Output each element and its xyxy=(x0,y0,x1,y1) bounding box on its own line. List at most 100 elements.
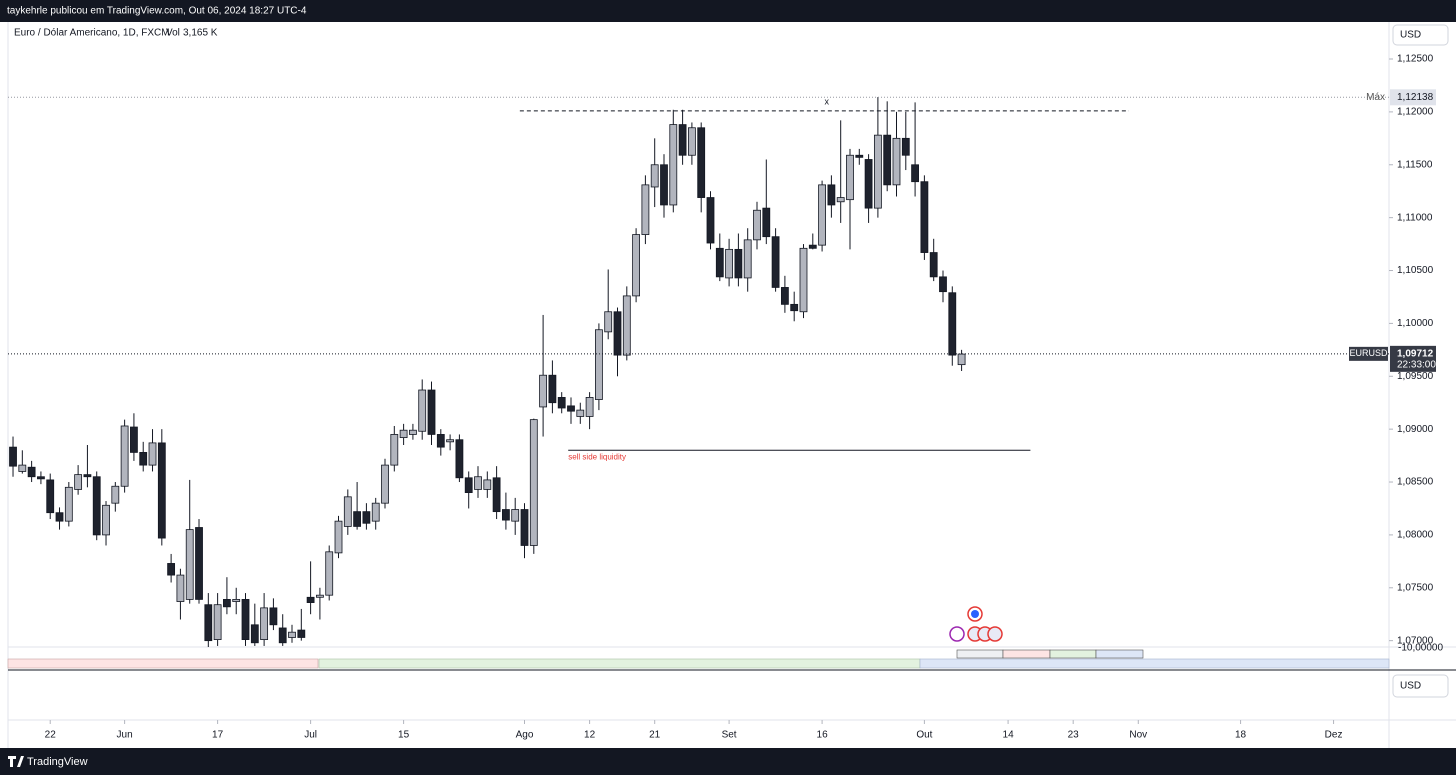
candle-body xyxy=(864,159,873,209)
y-tick-label: 1,10000 xyxy=(1397,318,1434,329)
candle-body xyxy=(446,439,455,443)
legend-title: Euro / Dólar Americano, 1D, FXCM xyxy=(14,28,170,39)
x-tick-label: 16 xyxy=(817,730,829,741)
candle-body xyxy=(195,527,203,600)
candle-body xyxy=(241,599,250,640)
candle-body xyxy=(139,452,148,466)
candle-body xyxy=(604,311,613,333)
max-tag xyxy=(1390,89,1436,106)
candle-body xyxy=(316,594,324,598)
candle-body xyxy=(901,137,910,156)
candle-body xyxy=(520,509,529,546)
candle-body xyxy=(808,244,817,249)
candle-body xyxy=(176,574,185,602)
x-tick-label: 23 xyxy=(1068,730,1080,741)
event-icon-inner xyxy=(971,610,979,618)
x-tick-label: Jun xyxy=(117,730,133,741)
candle-body xyxy=(55,512,64,522)
y-tick-label: 1,11500 xyxy=(1397,159,1433,170)
candle-body xyxy=(725,248,733,279)
candle-body xyxy=(502,509,510,521)
candle-body xyxy=(464,477,473,494)
lower-pane-scale: -10,00000 xyxy=(1398,643,1443,654)
candle-body xyxy=(371,502,380,522)
currency-button[interactable] xyxy=(1392,24,1449,46)
candle-body xyxy=(529,419,538,546)
candle-body xyxy=(678,124,687,156)
candle-body xyxy=(343,496,352,527)
candle-body xyxy=(130,426,138,453)
candle-body xyxy=(576,409,585,417)
candle-body xyxy=(409,429,417,435)
candle-body xyxy=(278,627,287,644)
candle-body xyxy=(427,389,436,435)
max-label: 1,12138 xyxy=(1397,92,1434,103)
y-tick-label: 1,12500 xyxy=(1397,54,1434,65)
x-tick-label: 22 xyxy=(45,730,57,741)
candle-body xyxy=(232,599,241,602)
candle-body xyxy=(474,476,482,490)
candle-body xyxy=(92,476,101,536)
session-bar xyxy=(318,658,921,669)
candle-body xyxy=(157,442,166,539)
candle-body xyxy=(167,563,176,576)
event-icon[interactable] xyxy=(987,626,1003,642)
x-tick-label: Dez xyxy=(1325,730,1343,741)
candle-body xyxy=(650,164,659,188)
candle-body xyxy=(939,276,947,293)
candle-body xyxy=(855,154,864,158)
candle-body xyxy=(948,292,957,356)
candle-body xyxy=(64,486,73,522)
candle-body xyxy=(436,434,445,448)
candle-body xyxy=(250,624,259,644)
candle-body xyxy=(37,476,45,480)
currency-label[interactable]: USD xyxy=(1400,681,1421,692)
footer-bar xyxy=(0,748,1456,775)
footer-brand: TradingView xyxy=(27,756,88,768)
candle-body xyxy=(334,520,343,554)
candle-body xyxy=(920,181,929,253)
x-tick-label: Set xyxy=(722,730,737,741)
session-bar xyxy=(919,658,1390,669)
y-tick-label: 1,10500 xyxy=(1397,265,1434,276)
y-tick-label: 1,07500 xyxy=(1397,582,1434,593)
currency-button[interactable] xyxy=(1392,674,1449,698)
candle-body xyxy=(297,629,306,638)
symbol-label: EURUSD xyxy=(1349,348,1388,358)
candle-body xyxy=(734,248,743,279)
x-tick-label: 15 xyxy=(398,730,410,741)
price-tag xyxy=(1390,345,1436,372)
volume-title: Vol xyxy=(166,28,180,39)
annotation-text: sell side liquidity xyxy=(568,452,626,461)
candle-body xyxy=(827,184,836,206)
x-tick-label: 12 xyxy=(584,730,596,741)
candle-body xyxy=(660,164,668,206)
countdown-label: 22:33:00 xyxy=(1397,359,1436,370)
candle-body xyxy=(185,529,194,600)
y-tick-label: 1,12000 xyxy=(1397,107,1434,118)
y-tick-label: 1,11000 xyxy=(1397,212,1433,223)
candle-body xyxy=(585,397,594,417)
candle-body xyxy=(771,236,780,288)
symbol-tag xyxy=(1349,346,1388,361)
candle-body xyxy=(418,389,427,432)
x-tick-label: Out xyxy=(916,730,932,741)
y-tick-label: 1,08000 xyxy=(1397,530,1434,541)
candle-body xyxy=(557,397,566,409)
x-tick-label: Jul xyxy=(304,730,317,741)
candle-body xyxy=(213,604,222,640)
candle-body xyxy=(762,207,771,238)
candle-body xyxy=(687,127,696,156)
x-tick-label: Ago xyxy=(516,730,534,741)
x-tick-label: 17 xyxy=(212,730,224,741)
event-icon[interactable] xyxy=(949,626,965,642)
candle-body xyxy=(697,127,706,198)
candle-body xyxy=(873,134,882,209)
candle-body xyxy=(455,439,464,479)
currency-label[interactable]: USD xyxy=(1400,30,1421,41)
candle-body xyxy=(883,134,892,186)
candle-body xyxy=(706,197,715,244)
session-box xyxy=(1002,649,1051,659)
volume-value: 3,165 K xyxy=(183,28,218,39)
